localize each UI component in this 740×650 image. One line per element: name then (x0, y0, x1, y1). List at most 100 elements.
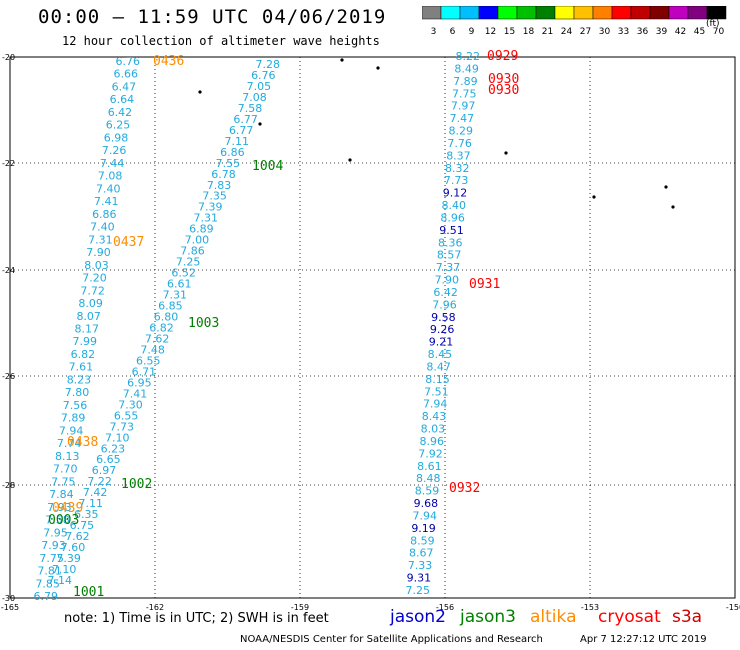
pass-time-label: 0003 (48, 513, 79, 528)
wave-height-value: 7.33 (408, 559, 433, 572)
wave-height-value: 6.97 (92, 464, 117, 477)
wave-height-value: 7.05 (247, 80, 272, 93)
pass-time-label: 1003 (188, 316, 219, 331)
wave-height-value: 6.95 (127, 376, 152, 389)
legend-jason3: jason3 (460, 607, 516, 627)
lat-axis-label: -24 (2, 266, 15, 275)
wave-height-value: 7.89 (61, 412, 86, 425)
wave-height-value: 7.60 (61, 541, 86, 554)
wave-height-value: 7.94 (59, 424, 84, 437)
lon-axis-label: -150 (726, 603, 740, 610)
wave-height-value: 7.31 (88, 233, 113, 246)
wave-height-value: 7.72 (80, 284, 105, 297)
wave-height-value: 7.92 (418, 447, 443, 460)
wave-height-value: 7.42 (83, 486, 108, 499)
color-scale-label: 15 (504, 27, 515, 37)
lat-axis-label: -20 (2, 53, 15, 62)
wave-height-value: 7.90 (435, 274, 460, 287)
wave-height-value: 7.73 (109, 420, 134, 433)
wave-height-value: 7.20 (82, 272, 107, 285)
wave-height-value: 6.71 (132, 365, 157, 378)
wave-height-value: 6.76 (251, 69, 276, 82)
color-scale-unit: (ft) (706, 19, 720, 29)
color-scale-label: 39 (656, 27, 668, 37)
lat-axis-label: -26 (2, 372, 15, 381)
wave-height-value: 7.56 (63, 399, 88, 412)
wave-height-value: 7.48 (140, 343, 165, 356)
wave-height-value: 7.41 (123, 387, 148, 400)
wave-height-value: 6.86 (220, 146, 245, 159)
pass-time-label: 0439 (52, 501, 83, 516)
credit-line: NOAA/NESDIS Center for Satellite Applica… (240, 634, 543, 645)
wave-height-value: 6.82 (71, 348, 96, 361)
wave-height-value: 6.98 (104, 131, 129, 144)
island-marker (258, 122, 262, 126)
color-scale-label: 3 (431, 27, 437, 37)
pass-time-label: 0932 (449, 481, 480, 496)
color-scale-label: 12 (485, 27, 496, 37)
wave-height-value: 7.95 (43, 526, 68, 539)
lon-axis-label: -153 (581, 603, 599, 610)
wave-height-value: 9.58 (431, 311, 456, 324)
wave-height-value: 7.93 (47, 501, 72, 514)
color-scale-label: 33 (618, 27, 629, 37)
wave-height-value: 7.41 (94, 195, 119, 208)
wave-height-value: 7.74 (57, 437, 82, 450)
wave-height-value: 7.28 (256, 58, 281, 71)
wave-height-value: 7.08 (98, 170, 123, 183)
wave-height-value: 8.03 (84, 259, 109, 272)
wave-height-value: 6.77 (233, 113, 258, 126)
color-scale-label: 21 (542, 27, 553, 37)
wave-height-value: 8.48 (416, 472, 441, 485)
wave-height-value: 9.21 (429, 336, 454, 349)
wave-height-value: 7.51 (424, 385, 449, 398)
wave-height-value: 8.07 (76, 310, 101, 323)
island-marker (376, 66, 380, 70)
wave-height-value: 7.62 (65, 530, 90, 543)
wave-height-value: 7.39 (198, 201, 223, 214)
wave-height-value: 7.10 (105, 431, 130, 444)
wave-height-value: 6.85 (158, 300, 183, 313)
wave-height-value: 6.82 (149, 321, 174, 334)
wave-height-value: 6.42 (108, 106, 133, 119)
color-scale-label: 70 (713, 27, 725, 37)
wave-height-value: 7.25 (406, 584, 431, 597)
color-scale-label: 36 (637, 27, 649, 37)
lon-axis-label: -156 (436, 603, 454, 610)
timestamp: Apr 7 12:27:12 UTC 2019 (580, 634, 707, 645)
color-scale-label: 45 (694, 27, 705, 37)
wave-height-value: 6.47 (112, 80, 137, 93)
wave-height-value: 6.42 (433, 286, 458, 299)
wave-height-value: 7.25 (176, 256, 201, 269)
wave-height-value: 6.66 (114, 68, 139, 81)
wave-height-value: 9.51 (439, 224, 464, 237)
wave-height-value: 7.26 (102, 144, 127, 157)
wave-height-value: 8.59 (410, 534, 435, 547)
wave-height-value: 7.35 (202, 190, 227, 203)
color-scale-label: 9 (469, 27, 475, 37)
pass-time-label: 0931 (469, 277, 500, 292)
island-marker (348, 158, 352, 162)
color-swatch (706, 6, 727, 20)
wave-height-value: 6.89 (189, 223, 214, 236)
wave-height-value: 7.00 (185, 234, 210, 247)
legend-s3a: s3a (672, 607, 703, 627)
wave-height-value: 8.49 (454, 62, 479, 75)
wave-height-value: 7.44 (100, 157, 125, 170)
pass-time-label: 1002 (121, 477, 152, 492)
wave-height-value: 7.81 (37, 565, 62, 578)
wave-height-value: 6.61 (167, 278, 192, 291)
pass-time-label: 0436 (153, 54, 184, 69)
wave-height-value: 9.19 (411, 522, 436, 535)
pass-time-label: 0437 (113, 235, 144, 250)
wave-height-value: 8.61 (417, 460, 442, 473)
wave-height-value: 9.68 (414, 497, 439, 510)
wave-height-value: 7.37 (436, 261, 461, 274)
wave-height-value: 8.03 (421, 423, 446, 436)
lon-axis-label: -159 (291, 603, 309, 610)
wave-height-value: 8.29 (449, 125, 474, 138)
wave-height-value: 6.80 (154, 311, 179, 324)
legend-altika: altika (530, 607, 577, 627)
wave-height-value: 8.57 (437, 249, 462, 262)
color-scale-label: 6 (450, 27, 456, 37)
